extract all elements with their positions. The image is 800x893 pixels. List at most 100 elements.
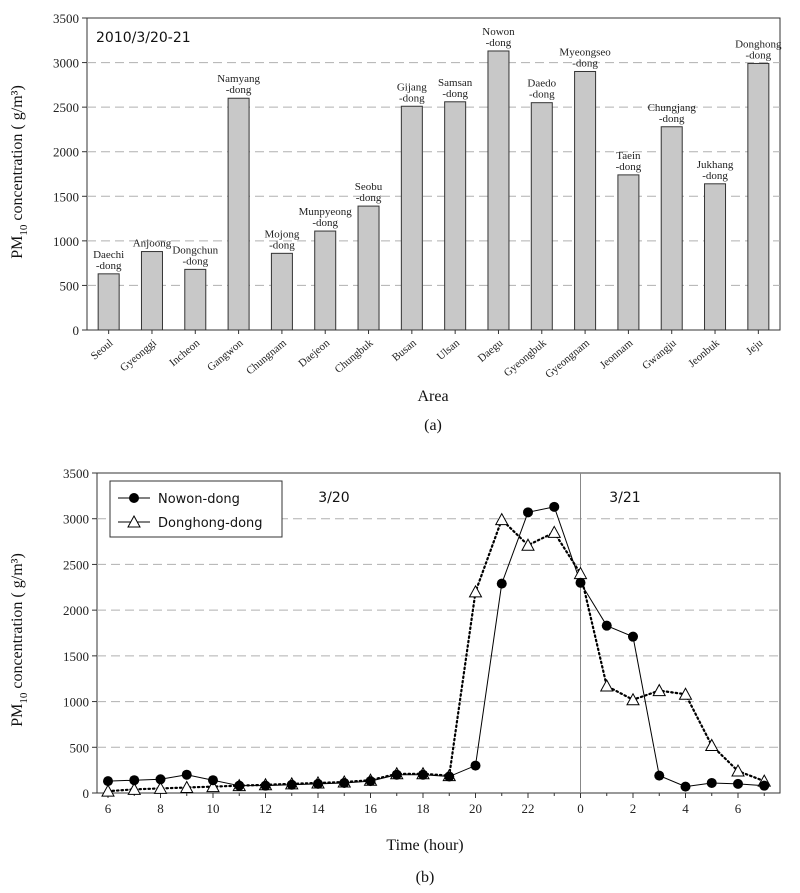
chart-a-bar-jeju bbox=[747, 62, 770, 331]
chart-a-y-tick-label: 1000 bbox=[53, 234, 79, 249]
chart-a-bar-label: -dong bbox=[399, 92, 425, 104]
chart-a-x-tick-label: Ulsan bbox=[435, 337, 463, 363]
chart-a-bar-daegu bbox=[487, 50, 510, 331]
chart-b-point-donghong bbox=[101, 784, 115, 797]
chart-a-y-tick-label: 3000 bbox=[53, 56, 79, 71]
chart-a-bar-label: Samsan bbox=[438, 77, 473, 89]
chart-a-y-tick-label: 2500 bbox=[53, 100, 79, 115]
chart-b-point-donghong bbox=[704, 738, 719, 751]
chart-b-plot-frame bbox=[96, 472, 781, 794]
chart-a-x-tick-label: Busan bbox=[390, 337, 419, 364]
chart-a-y-axis: 0 500 1000 1500 2000 2500 3000 3500 bbox=[53, 11, 87, 338]
chart-b-y-tick-label: 500 bbox=[70, 740, 90, 755]
chart-b-point-nowon bbox=[496, 578, 507, 589]
chart-a-bar-label: Jukhang bbox=[697, 159, 734, 171]
chart-b-y-tick-label: 1500 bbox=[63, 649, 89, 664]
chart-a-annotation: 2010/3/20-21 bbox=[96, 30, 191, 46]
chart-a-bar-busan bbox=[400, 105, 423, 331]
chart-a-y-axis-title-rest: concentration ( g/m³) bbox=[9, 85, 26, 224]
chart-b-x-tick-label: 4 bbox=[682, 801, 689, 816]
chart-b-series-line-nowon bbox=[107, 506, 765, 788]
chart-a-bar-label: -dong bbox=[659, 113, 685, 125]
chart-a-bar-label: Anjoong bbox=[133, 238, 172, 250]
chart-b-point-donghong bbox=[547, 525, 562, 538]
chart-a-x-tick-label: Gwangju bbox=[640, 337, 679, 372]
chart-b-point-donghong bbox=[468, 584, 483, 598]
chart-a-bar-label: Daedo bbox=[527, 78, 556, 90]
chart-b-point-nowon bbox=[155, 774, 166, 785]
chart-b-series bbox=[101, 501, 772, 797]
chart-a-y-tick-label: 0 bbox=[73, 323, 80, 338]
chart-b-point-nowon bbox=[418, 769, 428, 780]
chart-b-point-donghong bbox=[179, 780, 194, 794]
chart-a-bar-seoul bbox=[97, 273, 120, 331]
chart-b-point-nowon bbox=[680, 781, 691, 792]
chart-a-x-tick-label: Incheon bbox=[167, 337, 202, 369]
chart-b-point-nowon bbox=[234, 780, 245, 791]
chart-b-x-tick-label: 16 bbox=[364, 801, 378, 816]
chart-a-bar-gyeongbuk bbox=[530, 102, 553, 331]
chart-b-x-tick-label: 14 bbox=[312, 801, 326, 816]
chart-a-bar-jeonbuk bbox=[704, 183, 727, 331]
chart-a-x-tick-label: Gangwon bbox=[205, 337, 246, 374]
chart-b-point-nowon bbox=[733, 778, 743, 789]
chart-a-bar-label: -dong bbox=[529, 89, 555, 101]
chart-b-point-donghong bbox=[731, 764, 745, 777]
chart-b-point-donghong bbox=[127, 782, 142, 795]
chart-a-bar-gwangju bbox=[660, 126, 683, 331]
chart-b-y-axis-title-main: PM bbox=[9, 704, 26, 727]
chart-a-caption: (a) bbox=[424, 417, 442, 434]
chart-a-y-tick-label: 500 bbox=[60, 278, 80, 293]
chart-a-bar-gyeongnam bbox=[574, 70, 597, 331]
chart-a-bar-label: -dong bbox=[312, 217, 338, 229]
chart-b-x-tick-label: 20 bbox=[469, 801, 482, 816]
chart-b-x-tick-label: 6 bbox=[105, 801, 112, 816]
chart-a-bar-label: Gijang bbox=[397, 81, 427, 93]
chart-a-x-tick-label: Jeju bbox=[744, 337, 766, 358]
chart-a-x-tick-label: Chungbuk bbox=[333, 337, 376, 376]
chart-a-bar-label: -dong bbox=[746, 49, 772, 61]
chart-b-point-nowon bbox=[339, 777, 350, 788]
chart-a-bar-label: -dong bbox=[356, 192, 382, 204]
chart-b-x-tick-label: 6 bbox=[735, 801, 742, 816]
chart-a-bar-gangwon bbox=[227, 97, 250, 331]
chart-b-y-axis-title: PM10 concentration ( g/m³) bbox=[9, 553, 30, 727]
chart-a-x-tick-label: Daegu bbox=[476, 337, 506, 365]
chart-a-bar-chungnam bbox=[270, 252, 293, 331]
chart-a-bar-label: -dong bbox=[226, 84, 252, 96]
chart-b-point-donghong bbox=[599, 678, 614, 692]
chart-b-x-tick-label: 0 bbox=[577, 801, 584, 816]
chart-a-bar-label: -dong bbox=[616, 161, 642, 173]
chart-a-bar-label: Munpyeong bbox=[299, 206, 353, 218]
chart-a-y-tick-label: 2000 bbox=[53, 145, 79, 160]
chart-b-point-donghong bbox=[494, 512, 509, 526]
chart-b-point-nowon bbox=[181, 769, 192, 780]
chart-a-bar-gyeonggi bbox=[140, 251, 163, 331]
chart-b-point-donghong bbox=[652, 683, 667, 697]
chart-b-x-tick-label: 10 bbox=[207, 801, 220, 816]
chart-a-bar-label: Namyang bbox=[217, 73, 260, 85]
chart-a-bar-label: Myeongseo bbox=[559, 46, 611, 58]
chart-b-point-nowon bbox=[601, 620, 612, 631]
chart-a-y-axis-title: PM10 concentration ( g/m³) bbox=[9, 85, 30, 259]
chart-a-bar-label: -dong bbox=[442, 88, 468, 100]
chart-a-bars bbox=[97, 50, 770, 331]
chart-b-point-nowon bbox=[103, 776, 113, 787]
chart-a-x-axis-title: Area bbox=[417, 388, 448, 405]
chart-b-point-donghong bbox=[678, 687, 693, 700]
chart-a-bar-label: Chungjang bbox=[648, 102, 697, 114]
chart-a-x-tick-label: Gyeonggi bbox=[118, 337, 159, 374]
chart-b-y-tick-label: 3500 bbox=[63, 466, 89, 481]
chart-b-point-nowon bbox=[654, 770, 665, 781]
chart-b-y-tick-label: 2000 bbox=[63, 603, 89, 618]
chart-a-bar-chungbuk bbox=[357, 205, 380, 331]
chart-a-y-tick-label: 1500 bbox=[53, 189, 79, 204]
chart-b-point-donghong bbox=[153, 781, 168, 794]
chart-b-point-donghong bbox=[206, 779, 220, 793]
chart-b-point-donghong bbox=[626, 692, 640, 706]
chart-a-x-tick-label: Gyeongbuk bbox=[502, 337, 549, 380]
chart-b-caption: (b) bbox=[416, 869, 435, 886]
chart-b-x-axis-title: Time (hour) bbox=[386, 837, 463, 854]
